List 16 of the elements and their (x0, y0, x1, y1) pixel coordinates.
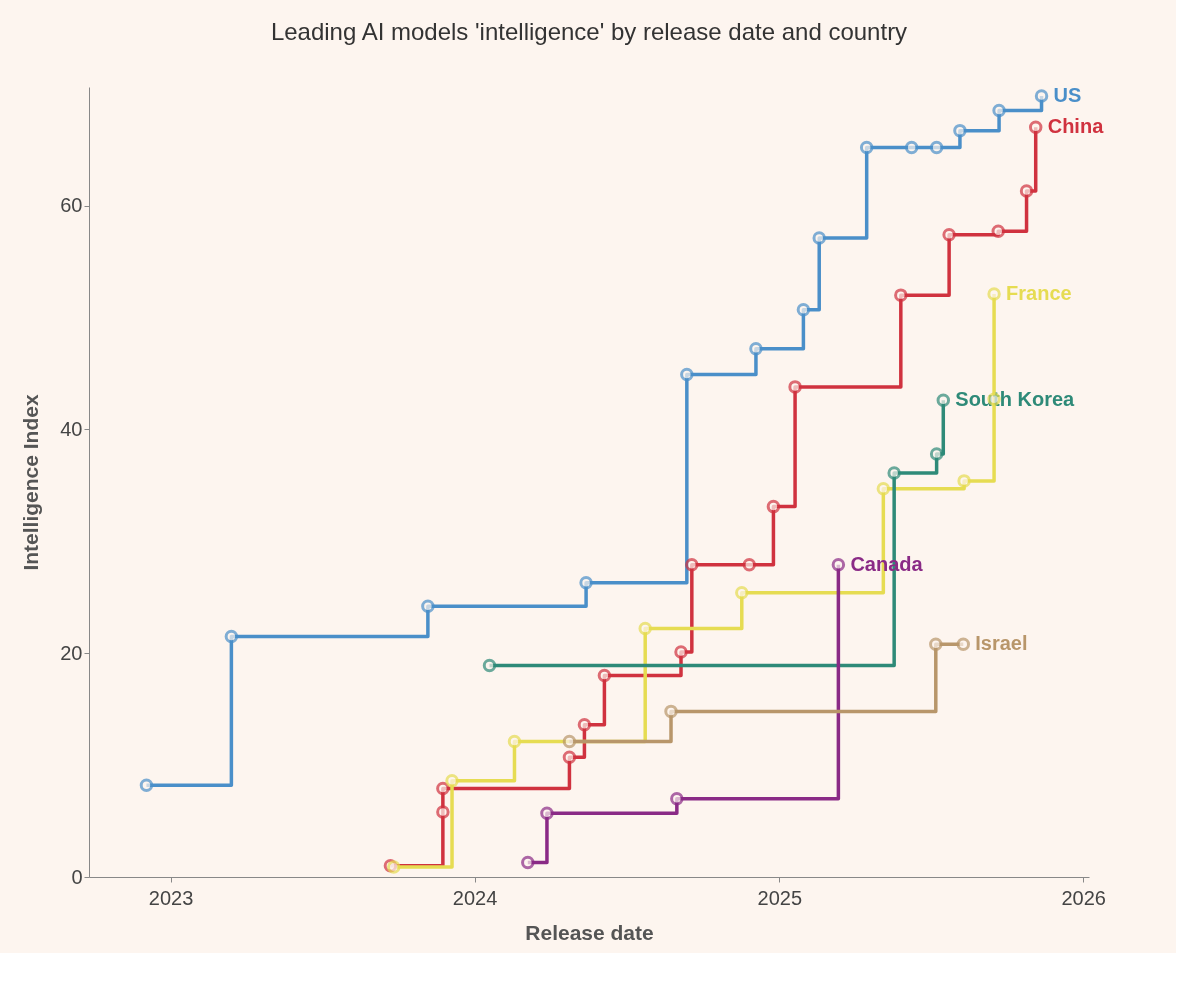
y-tick-label: 40 (60, 417, 83, 440)
x-tick-label: 2023 (148, 886, 194, 909)
series-label: China (1047, 115, 1105, 138)
x-axis-title: Release date (525, 920, 654, 944)
series-label: France (1006, 282, 1072, 305)
series-label: South Korea (955, 388, 1076, 411)
y-axis-title: Intelligence Index (19, 394, 43, 571)
y-tick-label: 20 (60, 641, 83, 664)
x-tick-label: 2025 (757, 886, 803, 909)
series-label: Israel (975, 632, 1028, 655)
y-tick-label: 60 (60, 194, 83, 217)
series-label: US (1053, 83, 1082, 106)
chart-title: Leading AI models 'intelligence' by release date and country (270, 17, 908, 45)
x-tick-label: 2026 (1061, 886, 1106, 909)
x-tick-label: 2024 (452, 886, 498, 909)
y-tick-label: 0 (71, 865, 83, 888)
